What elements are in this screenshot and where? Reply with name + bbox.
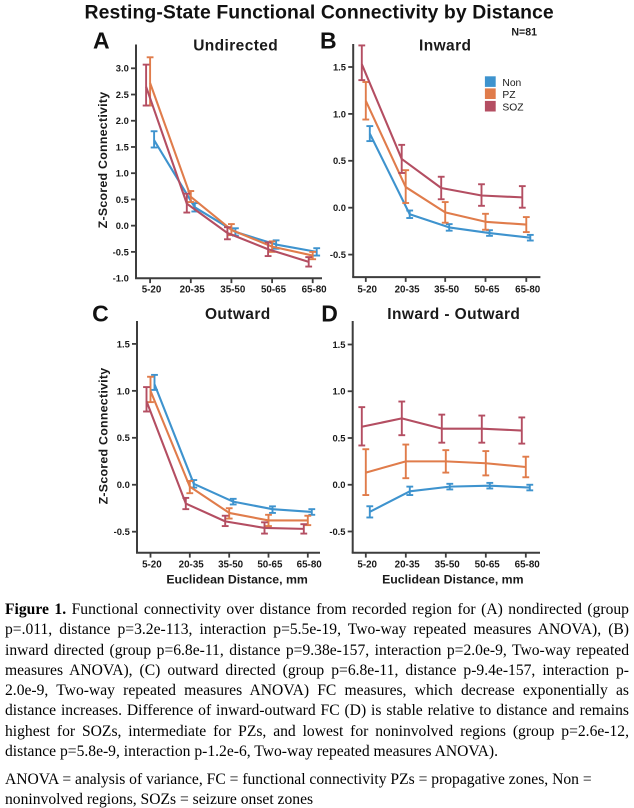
svg-text:35-50: 35-50 (434, 284, 460, 295)
svg-text:Inward - Outward: Inward - Outward (387, 306, 520, 323)
svg-text:A: A (93, 28, 110, 54)
svg-text:65-80: 65-80 (297, 560, 323, 571)
svg-text:5-20: 5-20 (357, 284, 377, 295)
svg-text:B: B (320, 28, 337, 54)
svg-text:35-50: 35-50 (218, 560, 244, 571)
svg-text:65-80: 65-80 (302, 284, 328, 295)
svg-text:0.0: 0.0 (333, 202, 346, 213)
svg-text:1.0: 1.0 (333, 108, 346, 119)
svg-text:-0.5: -0.5 (330, 249, 346, 260)
svg-text:0.5: 0.5 (117, 432, 130, 443)
svg-text:1.0: 1.0 (332, 386, 345, 397)
svg-text:Outward: Outward (205, 306, 271, 323)
svg-text:0.0: 0.0 (332, 479, 345, 490)
svg-text:Non: Non (502, 78, 521, 89)
svg-text:5-20: 5-20 (142, 560, 162, 571)
svg-text:50-65: 50-65 (261, 284, 287, 295)
svg-text:PZ: PZ (502, 90, 515, 101)
svg-text:Undirected: Undirected (193, 38, 278, 55)
svg-text:20-35: 20-35 (179, 560, 205, 571)
svg-text:Z-Scored Connectivity: Z-Scored Connectivity (96, 92, 110, 229)
svg-text:Resting-State Functional Conne: Resting-State Functional Connectivity by… (85, 2, 554, 24)
svg-text:0.5: 0.5 (332, 432, 345, 443)
svg-text:5-20: 5-20 (357, 560, 377, 571)
svg-text:0.0: 0.0 (117, 479, 130, 490)
svg-text:0.0: 0.0 (116, 220, 129, 231)
svg-text:D: D (321, 300, 338, 326)
svg-text:65-80: 65-80 (515, 284, 541, 295)
svg-text:1.5: 1.5 (116, 141, 129, 152)
svg-text:SOZ: SOZ (502, 103, 523, 114)
svg-text:1.0: 1.0 (116, 168, 129, 179)
svg-text:35-50: 35-50 (220, 284, 246, 295)
svg-text:35-50: 35-50 (435, 560, 461, 571)
svg-text:Inward: Inward (419, 38, 471, 55)
svg-text:Euclidean Distance, mm: Euclidean Distance, mm (382, 573, 524, 587)
svg-text:20-35: 20-35 (180, 284, 206, 295)
svg-text:50-65: 50-65 (474, 284, 500, 295)
svg-text:0.5: 0.5 (116, 194, 129, 205)
svg-text:3.0: 3.0 (116, 63, 129, 74)
svg-text:2.0: 2.0 (116, 115, 129, 126)
svg-text:1.5: 1.5 (117, 338, 130, 349)
svg-text:5-20: 5-20 (142, 284, 162, 295)
svg-text:50-65: 50-65 (257, 560, 283, 571)
svg-text:1.5: 1.5 (333, 61, 346, 72)
svg-text:0.5: 0.5 (333, 155, 346, 166)
svg-text:2.5: 2.5 (116, 89, 129, 100)
svg-text:50-65: 50-65 (475, 560, 501, 571)
svg-text:1.0: 1.0 (117, 385, 130, 396)
svg-text:Z-Scored Connectivity: Z-Scored Connectivity (96, 368, 110, 505)
svg-text:65-80: 65-80 (515, 560, 541, 571)
svg-text:-0.5: -0.5 (329, 526, 345, 537)
svg-text:20-35: 20-35 (395, 560, 421, 571)
svg-text:20-35: 20-35 (395, 284, 421, 295)
svg-text:C: C (92, 300, 109, 326)
svg-text:N=81: N=81 (511, 26, 537, 38)
svg-text:1.5: 1.5 (332, 339, 345, 350)
svg-text:-1.0: -1.0 (113, 273, 129, 284)
svg-text:-0.5: -0.5 (114, 526, 130, 537)
svg-text:-0.5: -0.5 (113, 246, 129, 257)
svg-text:Euclidean Distance, mm: Euclidean Distance, mm (166, 573, 308, 587)
